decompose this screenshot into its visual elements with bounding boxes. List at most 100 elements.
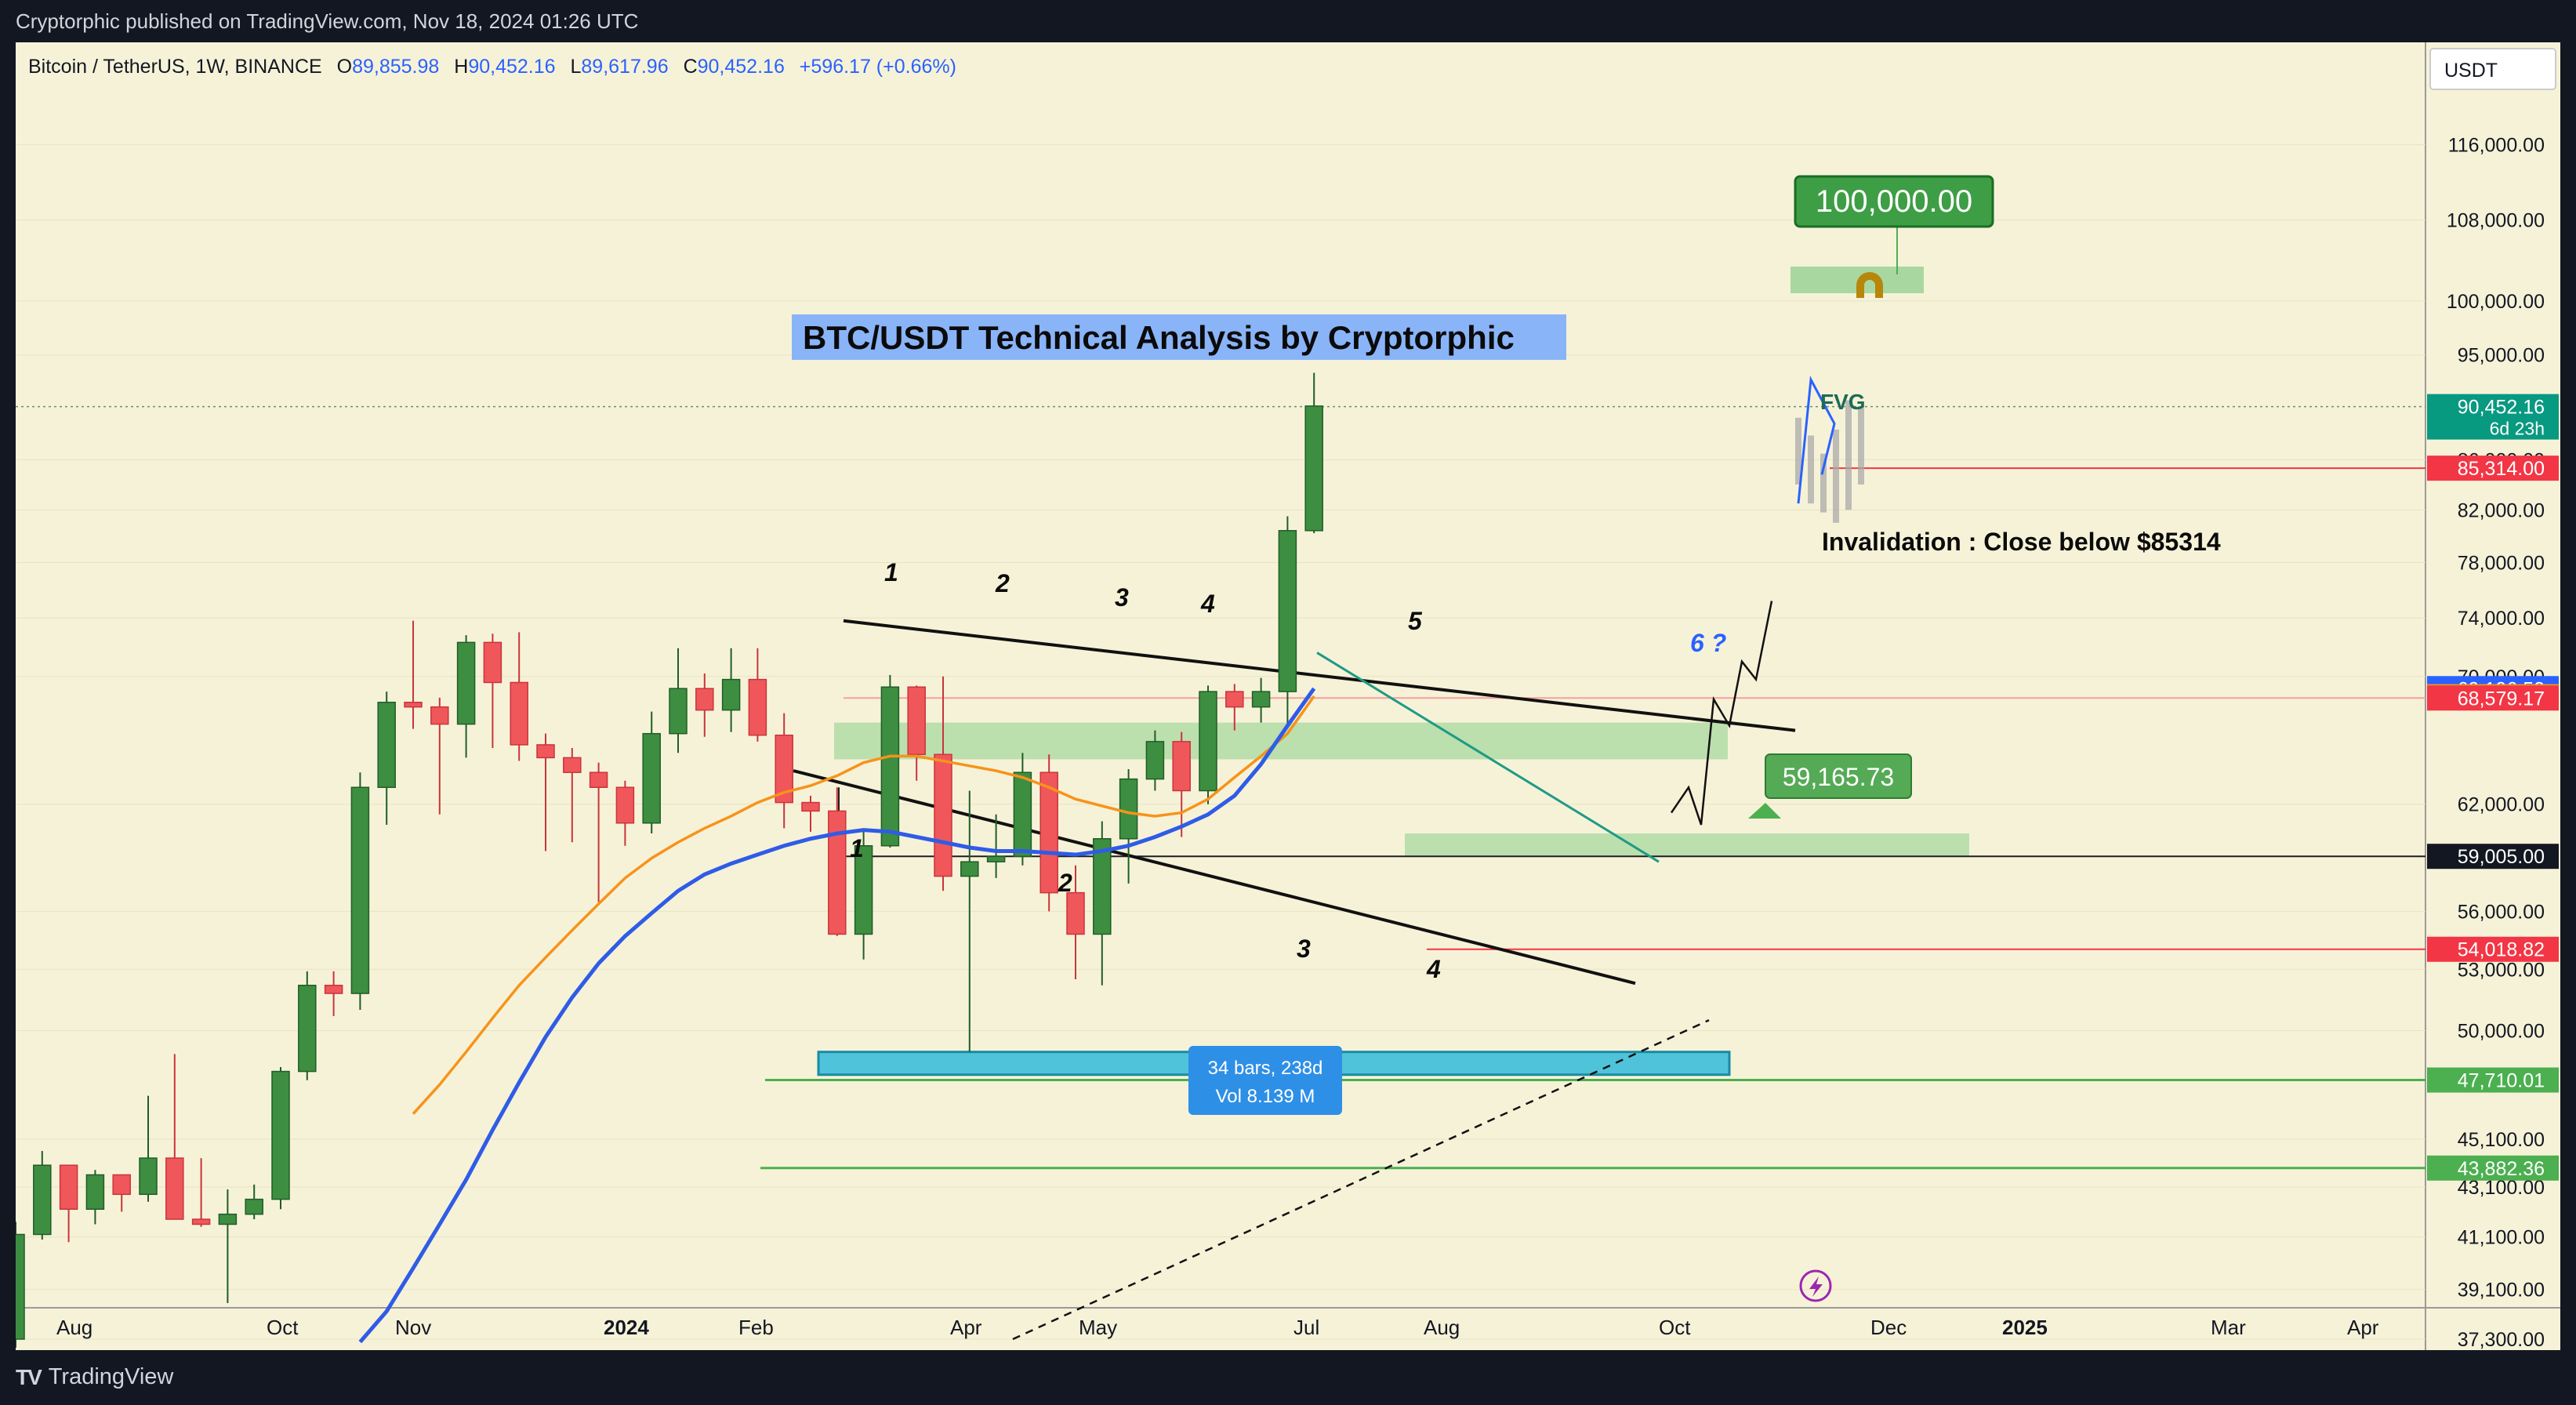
price-tick-label: 37,300.00	[2458, 1329, 2545, 1350]
tradingview-logo[interactable]: TV TradingView	[16, 1364, 173, 1390]
candle-body	[854, 844, 873, 935]
legend-l-value: 89,617.96	[581, 56, 668, 78]
legend-c-label: C	[684, 56, 698, 78]
wedge-bottom-line	[793, 769, 1636, 986]
price-chart[interactable]: 116,000.00 108,000.00 100,000.00 95,000.00 8…	[16, 42, 2560, 1350]
ema-slow-line	[358, 687, 1316, 1344]
projection-bar	[1833, 429, 1839, 523]
price-tick-label: 95,000.00	[2458, 345, 2545, 367]
legend-h-label: H	[454, 56, 468, 78]
wave-top-4: 4	[1200, 590, 1215, 618]
price-tag	[2427, 394, 2559, 440]
candle-body	[1066, 891, 1085, 935]
legend-c-value: 90,452.16	[698, 56, 785, 78]
price-tag-label: 43,882.36	[2458, 1158, 2545, 1180]
price-tick-label: 116,000.00	[2448, 135, 2545, 157]
currency-box[interactable]	[2429, 48, 2556, 90]
time-scale[interactable]: Aug Oct Nov 2024 Feb Apr May Jul Aug Oct Dec 2025 Ma…	[56, 1316, 2379, 1339]
tradingview-brand: TradingView	[48, 1364, 174, 1389]
candle-body	[880, 686, 900, 847]
candle-body	[510, 681, 528, 746]
candle-body	[801, 801, 820, 812]
price-tag-label: 85,314.00	[2458, 458, 2545, 480]
candle-body	[112, 1174, 131, 1196]
candle-body	[1013, 771, 1032, 858]
candle-body	[1304, 405, 1323, 532]
ema-fast-line	[412, 695, 1315, 1115]
time-tick-label: Oct	[1659, 1316, 1691, 1339]
price-tag-label: 68,579.17	[2458, 688, 2545, 710]
candle-body	[775, 734, 793, 804]
candle-body	[191, 1218, 211, 1225]
candle-body	[1199, 691, 1217, 792]
support-zone	[1405, 833, 1969, 857]
legend-h-value: 90,452.16	[468, 56, 555, 78]
candle-body	[669, 688, 688, 735]
candle-body	[1172, 741, 1191, 792]
target-label: 100,000.00	[1816, 184, 1972, 219]
price-tag	[2427, 1067, 2559, 1093]
candle-body	[59, 1164, 78, 1211]
price-tick-label: 45,100.00	[2458, 1129, 2545, 1151]
wave-bottom-1: 1	[850, 834, 864, 862]
time-tick-label: May	[1079, 1316, 1117, 1339]
price-tick-label: 100,000.00	[2447, 291, 2545, 313]
wave-bottom-4: 4	[1426, 955, 1441, 983]
price-scale[interactable]: 116,000.00 108,000.00 100,000.00 95,000.00 8…	[2427, 135, 2559, 1350]
candle-body	[1278, 530, 1297, 692]
measure-tooltip	[1188, 1046, 1342, 1115]
candle-body	[1145, 741, 1165, 780]
candle-body	[324, 984, 343, 994]
publish-header: Cryptorphic published on TradingView.com…	[0, 0, 2576, 42]
candle-body	[85, 1174, 105, 1211]
candle-body	[828, 810, 847, 935]
time-tick-label: Jul	[1293, 1316, 1319, 1339]
price-tag	[2427, 685, 2559, 711]
legend-l-label: L	[570, 56, 581, 78]
level-box	[1765, 753, 1912, 799]
zigzag-path	[1670, 601, 1773, 826]
wave-top-5: 5	[1408, 607, 1423, 635]
price-tick-label: 39,100.00	[2458, 1280, 2545, 1302]
time-tick-label: 2024	[604, 1316, 649, 1339]
candle-body	[986, 855, 1006, 862]
candle-body	[165, 1157, 184, 1220]
wave-six: 6 ?	[1690, 629, 1726, 657]
candle-body	[483, 641, 503, 684]
candle-body	[695, 688, 714, 711]
wave-bottom-3: 3	[1297, 935, 1311, 963]
candle-body	[1251, 691, 1271, 708]
time-tick-label: Dec	[1870, 1316, 1907, 1339]
candle-body	[615, 786, 635, 824]
projection-bar	[1845, 400, 1852, 510]
level-box-label: 59,165.73	[1783, 763, 1894, 791]
invalidation-note: Invalidation : Close below $85314	[1822, 528, 2221, 556]
currency-label: USDT	[2444, 60, 2498, 82]
price-tick-label: 108,000.00	[2447, 210, 2545, 232]
dashed-trend-line	[1012, 1019, 1710, 1341]
measure-bars: 34 bars, 238d	[1208, 1058, 1323, 1079]
time-tick-label: Nov	[395, 1316, 431, 1339]
target-box	[1794, 175, 1994, 228]
price-tick-label: 82,000.00	[2458, 499, 2545, 521]
legend-o-value: 89,855.98	[352, 56, 439, 78]
analysis-title: BTC/USDT Technical Analysis by Cryptorph…	[803, 319, 1515, 356]
time-tick-label: Feb	[738, 1316, 774, 1339]
candle-body	[16, 1233, 25, 1340]
legend-symbol: Bitcoin / TetherUS, 1W, BINANCE	[28, 56, 322, 78]
candle-body	[298, 984, 317, 1073]
wave-top-2: 2	[995, 569, 1010, 597]
lightning-icon[interactable]	[1799, 1269, 1832, 1302]
measure-volume: Vol 8.139 M	[1216, 1086, 1315, 1107]
candle-body	[1119, 778, 1138, 840]
wave-bottom-2: 2	[1058, 869, 1072, 897]
price-tick-label: 62,000.00	[2458, 794, 2545, 816]
price-tick-label: 41,100.00	[2458, 1227, 2545, 1249]
candle-body	[907, 686, 926, 756]
publish-line: Cryptorphic published on TradingView.com…	[16, 9, 639, 33]
ema-layer	[358, 687, 1316, 1344]
wave-top-1: 1	[884, 558, 898, 586]
price-tick-label: 56,000.00	[2458, 901, 2545, 923]
candle-body	[1039, 771, 1058, 894]
price-tick-label: 78,000.00	[2458, 552, 2545, 574]
